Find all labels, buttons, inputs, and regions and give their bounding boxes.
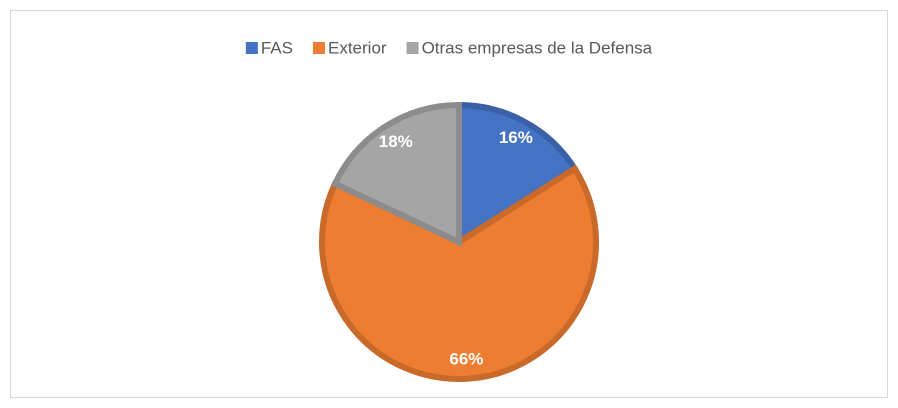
data-label: 66% — [449, 349, 483, 368]
data-label: 18% — [379, 132, 413, 151]
pie-slice — [331, 101, 462, 247]
legend-label: FAS — [261, 38, 293, 57]
data-label: 16% — [499, 128, 533, 147]
legend-label: Otras empresas de la Defensa — [422, 38, 653, 57]
legend-swatch — [406, 42, 419, 54]
legend-swatch — [245, 42, 258, 54]
legend-swatch — [312, 42, 325, 54]
pie-slice — [319, 164, 599, 382]
pie-slice — [456, 101, 579, 248]
legend-label: Exterior — [328, 38, 387, 57]
